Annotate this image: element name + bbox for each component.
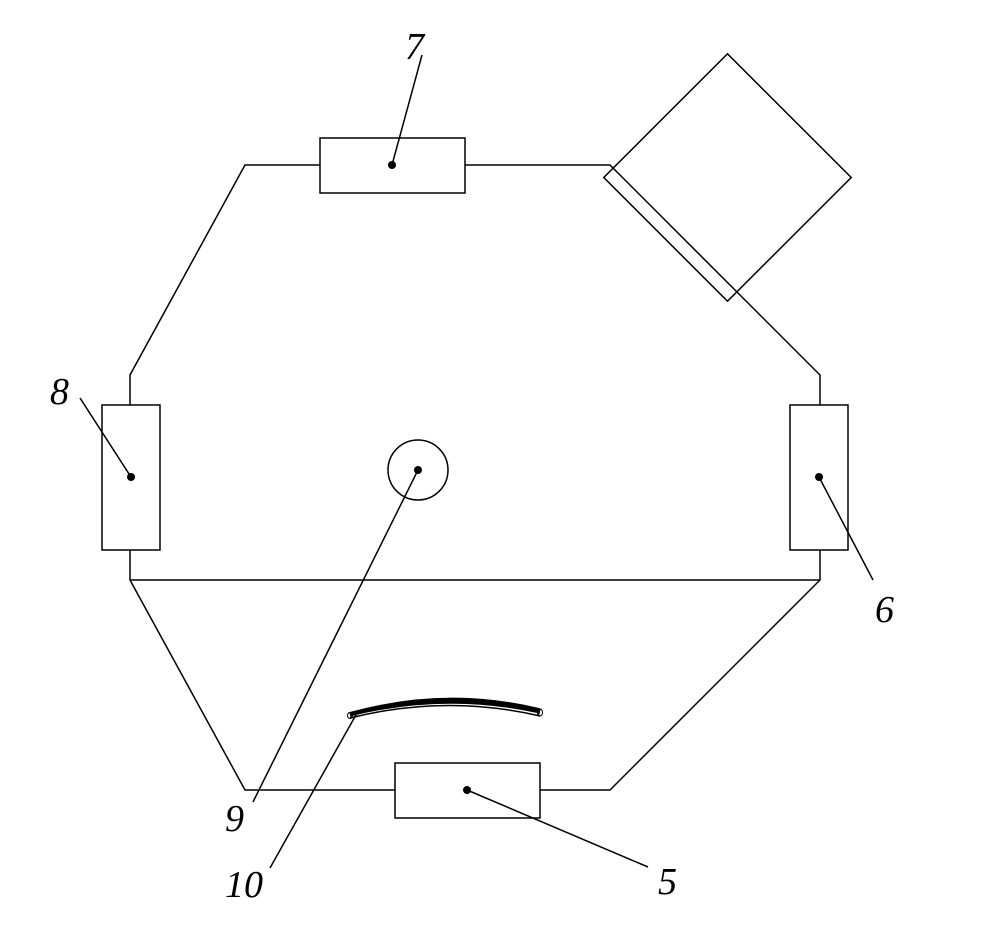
label-10: 10 [225,863,263,907]
technical-diagram [0,0,1000,935]
callout-line-5 [467,790,648,867]
octagon-body [130,165,820,790]
label-9: 9 [225,797,244,841]
label-5: 5 [658,860,677,904]
label-6: 6 [875,588,894,632]
top-right-port [604,54,851,301]
label-7: 7 [405,25,424,69]
label-8: 8 [50,370,69,414]
